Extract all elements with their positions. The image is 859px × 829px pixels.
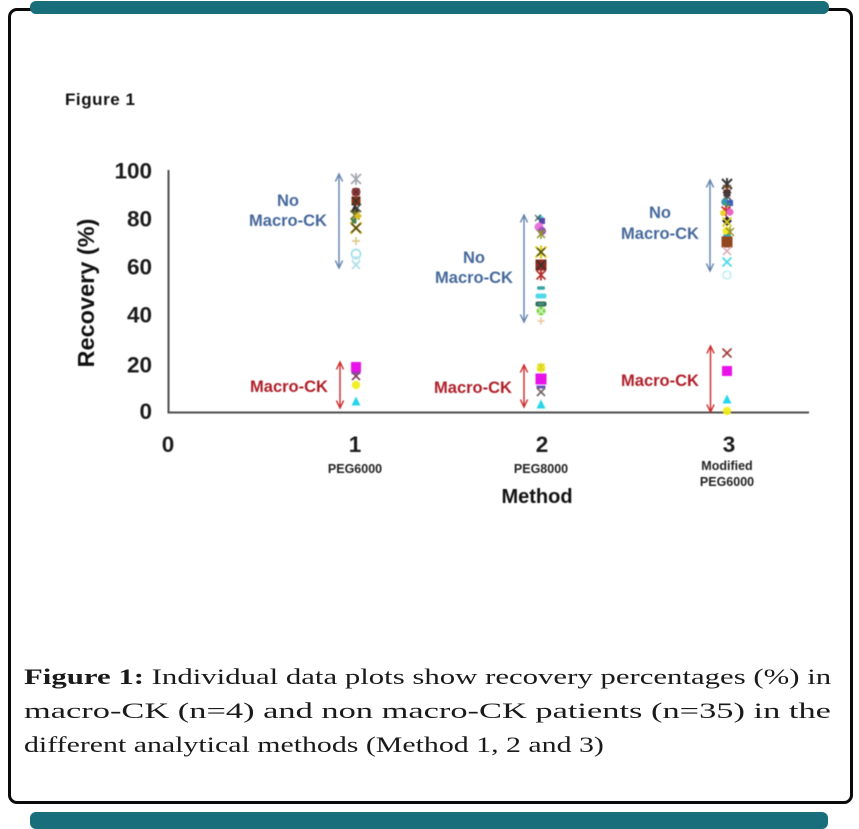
svg-text:Method: Method [501, 486, 572, 508]
svg-text:Macro-CK: Macro-CK [250, 378, 328, 396]
svg-text:80: 80 [127, 207, 152, 232]
svg-text:Modified: Modified [701, 459, 752, 473]
svg-text:1: 1 [349, 432, 362, 457]
svg-text:No: No [277, 192, 299, 210]
svg-text:Macro-CK: Macro-CK [249, 212, 327, 230]
svg-text:Macro-CK: Macro-CK [621, 372, 699, 390]
svg-text:3: 3 [723, 432, 736, 457]
svg-text:Macro-CK: Macro-CK [621, 225, 699, 243]
svg-text:PEG8000: PEG8000 [514, 462, 568, 476]
svg-text:Recovery (%): Recovery (%) [73, 219, 99, 368]
svg-text:2: 2 [536, 432, 549, 457]
svg-text:No: No [463, 249, 485, 267]
svg-text:60: 60 [127, 255, 152, 280]
svg-text:No: No [649, 204, 671, 222]
svg-text:Macro-CK: Macro-CK [435, 269, 513, 287]
svg-text:PEG6000: PEG6000 [700, 475, 754, 489]
svg-text:PEG6000: PEG6000 [328, 462, 382, 476]
svg-text:100: 100 [114, 159, 152, 184]
svg-text:0: 0 [162, 432, 175, 457]
svg-text:40: 40 [127, 303, 152, 328]
svg-text:20: 20 [127, 353, 152, 378]
svg-text:Macro-CK: Macro-CK [434, 379, 512, 397]
svg-text:0: 0 [139, 399, 152, 424]
